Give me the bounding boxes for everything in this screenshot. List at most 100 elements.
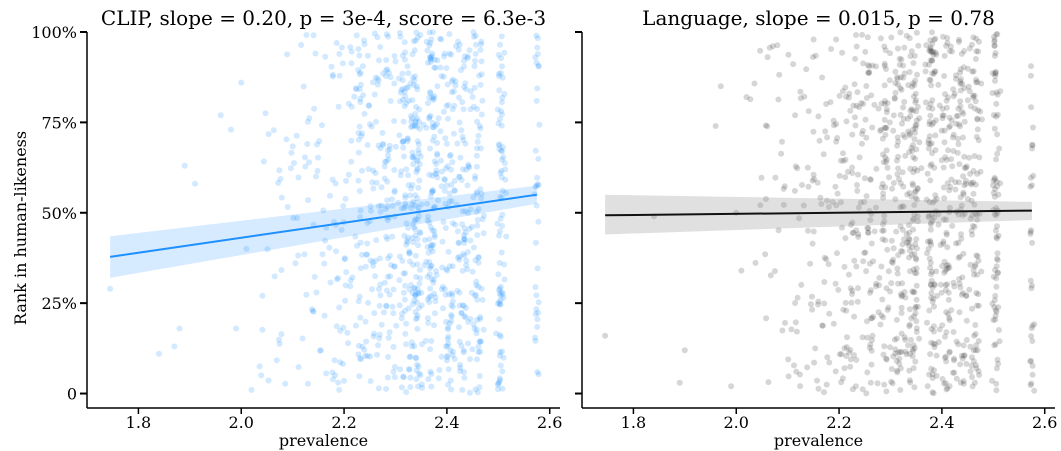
- scatter-point: [975, 368, 982, 375]
- scatter-point: [960, 378, 967, 384]
- scatter-point: [434, 150, 441, 157]
- scatter-point: [863, 193, 870, 200]
- scatter-point: [377, 145, 384, 152]
- scatter-point: [445, 366, 452, 373]
- scatter-point: [843, 118, 850, 125]
- scatter-point: [905, 342, 912, 349]
- scatter-point: [873, 204, 879, 211]
- clip-panel: CLIP, slope = 0.20, p = 3e-4, score = 6.…: [31, 6, 562, 450]
- scatter-point: [428, 371, 435, 377]
- scatter-point: [774, 42, 781, 49]
- scatter-point: [929, 375, 936, 381]
- scatter-point: [928, 326, 935, 332]
- scatter-point: [976, 38, 982, 45]
- scatter-point: [991, 42, 998, 49]
- scatter-point: [926, 47, 933, 54]
- scatter-point: [973, 365, 980, 372]
- scatter-point: [407, 384, 414, 390]
- scatter-point: [413, 29, 420, 36]
- x-tick-label: 1.8: [621, 413, 646, 432]
- scatter-point: [868, 240, 875, 247]
- x-tick-label: 2.4: [434, 413, 459, 432]
- scatter-point: [442, 225, 449, 231]
- scatter-point: [496, 299, 503, 306]
- scatter-point: [778, 150, 785, 157]
- scatter-point: [993, 275, 1000, 282]
- scatter-point: [841, 345, 848, 352]
- scatter-point: [911, 189, 918, 196]
- scatter-point: [390, 368, 397, 375]
- scatter-point: [321, 312, 328, 319]
- scatter-point: [994, 235, 1000, 242]
- scatter-point: [893, 316, 900, 323]
- scatter-point: [374, 75, 381, 82]
- scatter-point: [388, 262, 395, 268]
- scatter-point: [474, 296, 481, 303]
- scatter-point: [912, 241, 919, 248]
- scatter-point: [790, 61, 797, 68]
- scatter-point: [906, 247, 913, 254]
- scatter-point: [930, 51, 937, 58]
- scatter-point: [834, 250, 840, 257]
- scatter-point: [426, 115, 433, 122]
- scatter-point: [950, 131, 957, 138]
- scatter-point: [472, 257, 479, 264]
- scatter-point: [989, 70, 996, 77]
- scatter-point: [415, 242, 422, 249]
- scatter-point: [443, 65, 450, 72]
- scatter-point: [1028, 182, 1035, 189]
- scatter-point: [330, 376, 336, 383]
- scatter-point: [823, 101, 830, 107]
- scatter-point: [428, 338, 435, 344]
- scatter-point: [839, 224, 845, 231]
- scatter-point: [910, 126, 916, 133]
- scatter-point: [384, 178, 391, 185]
- scatter-point: [403, 84, 410, 91]
- scatter-point: [498, 167, 505, 174]
- scatter-point: [940, 33, 946, 40]
- scatter-point: [403, 237, 410, 244]
- scatter-point: [1029, 362, 1036, 369]
- scatter-point: [414, 216, 421, 223]
- scatter-point: [931, 36, 938, 43]
- scatter-point: [958, 352, 965, 359]
- scatter-point: [380, 70, 387, 77]
- scatter-point: [349, 274, 356, 281]
- scatter-point: [502, 176, 509, 183]
- scatter-point: [298, 42, 305, 48]
- scatter-point: [909, 353, 916, 360]
- scatter-point: [408, 282, 414, 288]
- scatter-point: [1028, 174, 1034, 181]
- scatter-point: [896, 61, 903, 68]
- scatter-point: [1029, 142, 1036, 149]
- scatter-point: [458, 342, 465, 349]
- scatter-point: [378, 321, 385, 328]
- scatter-point: [424, 100, 431, 107]
- scatter-point: [912, 358, 919, 365]
- scatter-point: [908, 48, 915, 55]
- scatter-point: [417, 266, 423, 273]
- scatter-point: [456, 302, 463, 309]
- scatter-point: [363, 251, 370, 258]
- scatter-point: [338, 226, 345, 233]
- scatter-point: [895, 153, 902, 160]
- scatter-point: [823, 256, 830, 263]
- scatter-point: [829, 199, 836, 206]
- scatter-point: [457, 67, 464, 74]
- scatter-point: [939, 322, 946, 329]
- scatter-point: [228, 126, 234, 133]
- scatter-point: [895, 280, 902, 287]
- scatter-point: [367, 257, 374, 264]
- scatter-point: [978, 80, 985, 87]
- scatter-point: [409, 290, 416, 296]
- scatter-point: [815, 301, 821, 308]
- scatter-point: [946, 187, 953, 194]
- scatter-point: [826, 359, 833, 366]
- scatter-point: [971, 332, 978, 339]
- scatter-point: [973, 133, 980, 140]
- scatter-point: [445, 381, 452, 388]
- scatter-point: [914, 167, 921, 174]
- scatter-point: [397, 33, 404, 40]
- scatter-point: [792, 300, 799, 306]
- scatter-point: [929, 284, 936, 291]
